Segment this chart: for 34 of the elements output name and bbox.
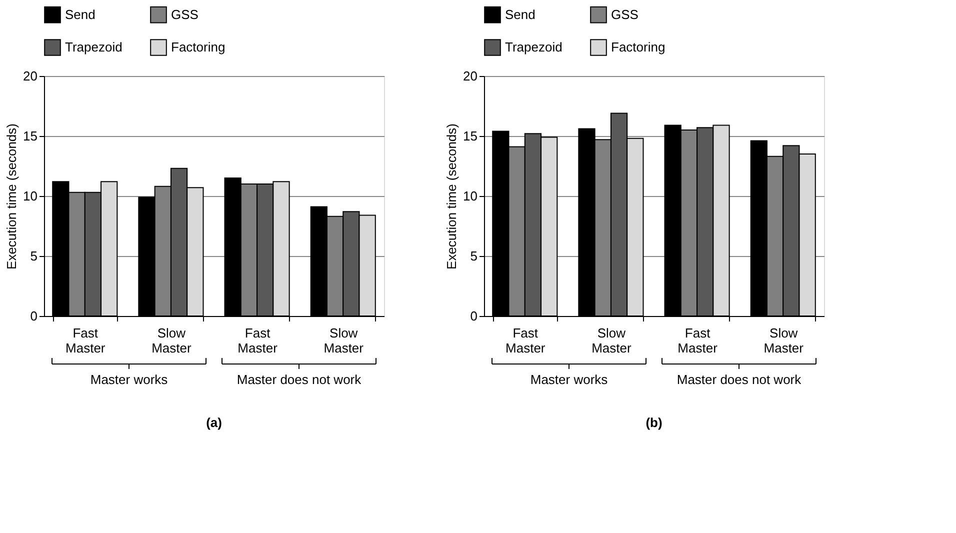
text: Master does not work bbox=[236, 372, 362, 387]
legend-label: Factoring bbox=[171, 40, 226, 54]
y-tick-label: 15 bbox=[23, 128, 38, 144]
y-axis-title: Execution time (seconds) bbox=[444, 124, 460, 270]
text: Master does not work bbox=[676, 372, 802, 387]
y-tick-label: 5 bbox=[30, 248, 38, 264]
x-tick-label: Fast Master bbox=[678, 326, 718, 356]
y-tick-label: 0 bbox=[30, 308, 38, 324]
text: (b) bbox=[646, 415, 662, 430]
legend-label: Trapezoid bbox=[65, 40, 122, 54]
x-tick-label: Fast Master bbox=[66, 326, 106, 356]
y-tick-label: 10 bbox=[463, 188, 478, 204]
y-tick-label: 20 bbox=[463, 68, 478, 84]
legend-label: GSS bbox=[611, 6, 639, 22]
y-tick-label: 20 bbox=[23, 68, 38, 84]
x-tick-label: Slow Master bbox=[324, 326, 364, 356]
legend-label: GSS bbox=[171, 6, 199, 22]
legend-label: Trapezoid bbox=[505, 40, 562, 54]
x-tick-label: Slow Master bbox=[764, 326, 804, 356]
text: (a) bbox=[206, 415, 222, 430]
y-tick-label: 15 bbox=[463, 128, 478, 144]
y-tick-label: 10 bbox=[23, 188, 38, 204]
legend-label: Factoring bbox=[611, 40, 666, 54]
y-axis-title: Execution time (seconds) bbox=[4, 124, 20, 270]
x-tick-label: Slow Master bbox=[592, 326, 632, 356]
legend-label: Send bbox=[65, 6, 96, 22]
y-tick-label: 0 bbox=[470, 308, 478, 324]
text: Master works bbox=[530, 372, 608, 387]
x-tick-label: Fast Master bbox=[506, 326, 546, 356]
legend-label: Send bbox=[505, 6, 536, 22]
y-tick-label: 5 bbox=[470, 248, 478, 264]
x-tick-label: Fast Master bbox=[238, 326, 278, 356]
x-tick-label: Slow Master bbox=[152, 326, 192, 356]
text: Master works bbox=[90, 372, 168, 387]
